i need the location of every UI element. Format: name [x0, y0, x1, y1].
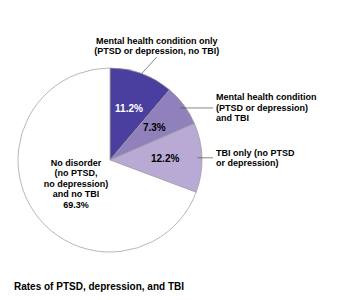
category-label: Mental health condition(PTSD or depressi… [216, 92, 317, 123]
category-label: Mental health condition only(PTSD or dep… [94, 36, 219, 57]
slices [18, 68, 202, 252]
label-line: no depression) [44, 179, 109, 189]
label-line: Mental health condition [216, 92, 317, 102]
label-line: 69.3% [63, 200, 89, 210]
title: Rates of PTSD, depression, and TBI [14, 281, 184, 292]
category-label: No disorder(no PTSD,no depression)and no… [44, 158, 109, 210]
leader-line [142, 57, 157, 74]
labels: 11.2%Mental health condition only(PTSD o… [44, 36, 317, 210]
label-line: (PTSD or depression, no TBI) [94, 46, 219, 56]
chart: 11.2%Mental health condition only(PTSD o… [0, 0, 350, 300]
category-label: TBI only (no PTSDor depression) [216, 148, 295, 169]
label-line: and TBI [216, 113, 249, 123]
leader-line [197, 157, 213, 158]
label-line: and no TBI [53, 189, 100, 199]
data-label: 7.3% [143, 122, 166, 133]
label-line: TBI only (no PTSD [216, 148, 295, 158]
label-line: (no PTSD, [54, 168, 97, 178]
label-line: No disorder [51, 158, 102, 168]
data-label: 11.2% [115, 103, 143, 114]
label-line: Mental health condition only [96, 36, 218, 46]
pie-slice [18, 68, 196, 252]
label-line: or depression) [216, 158, 279, 168]
label-line: (PTSD or depression) [216, 103, 308, 113]
leader-line [180, 107, 213, 108]
data-label: 12.2% [151, 153, 179, 164]
